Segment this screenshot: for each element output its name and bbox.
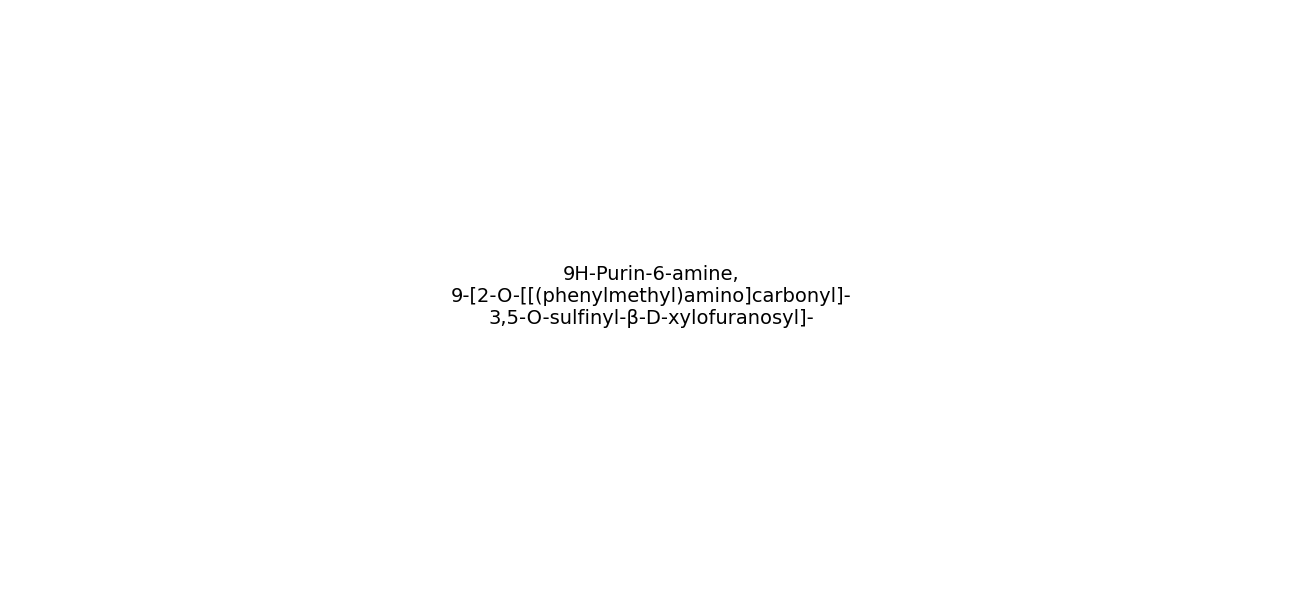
Text: 9H-Purin-6-amine,
9-[2-O-[[(phenylmethyl)amino]carbonyl]-
3,5-O-sulfinyl-β-D-xyl: 9H-Purin-6-amine, 9-[2-O-[[(phenylmethyl… xyxy=(450,265,852,327)
